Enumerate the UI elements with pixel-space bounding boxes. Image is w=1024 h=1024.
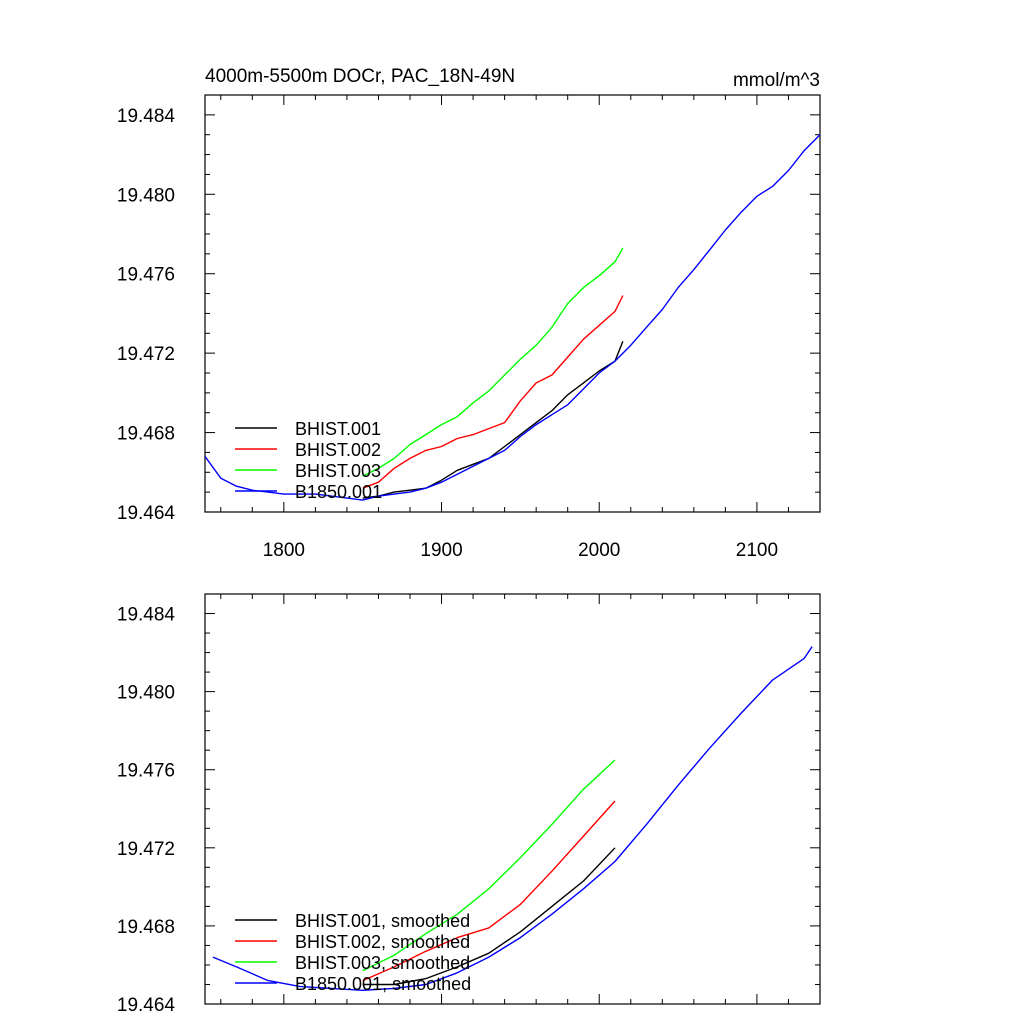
series-line-bhist-001 [362, 340, 624, 499]
series-line-b1850-001 [205, 134, 820, 501]
series-line-bhist-002 [362, 800, 616, 982]
y-tick-label: 19.464 [117, 503, 176, 524]
legend-label: B1850.001 [295, 482, 382, 502]
series-line-bhist-003 [362, 759, 616, 972]
y-tick-label: 19.472 [117, 839, 175, 860]
top-panel-title: 4000m-5500m DOCr, PAC_18N-49N [205, 66, 515, 87]
legend-label: BHIST.001, smoothed [295, 911, 470, 931]
legend-label: B1850.001, smoothed [295, 974, 471, 994]
y-tick-label: 19.480 [117, 185, 175, 206]
y-tick-label: 19.476 [117, 265, 175, 286]
legend-label: BHIST.002 [295, 440, 381, 460]
series-line-bhist-003 [362, 247, 624, 477]
y-tick-label: 19.468 [117, 424, 175, 445]
x-tick-label: 1800 [263, 540, 305, 561]
y-tick-label: 19.480 [117, 683, 175, 704]
legend-label: BHIST.001 [295, 419, 381, 439]
series-group [212, 646, 813, 991]
y-tick-label: 19.476 [117, 761, 175, 782]
series-line-b1850-001 [212, 646, 813, 991]
legend-label: BHIST.003 [295, 461, 381, 481]
top-panel: 4000m-5500m DOCr, PAC_18N-49N mmol/m^3 1… [117, 66, 821, 561]
x-tick-label: 2100 [736, 540, 778, 561]
legend-label: BHIST.003, smoothed [295, 953, 470, 973]
y-tick-label: 19.484 [117, 605, 176, 626]
y-tick-label: 19.464 [117, 995, 176, 1016]
legend-label: BHIST.002, smoothed [295, 932, 470, 952]
series-line-bhist-002 [362, 295, 624, 489]
x-tick-label: 1900 [420, 540, 462, 561]
bottom-panel: 19.464 19.468 19.472 19.476 19.480 19.484 BHIS… [117, 593, 821, 1016]
top-panel-units: mmol/m^3 [733, 70, 820, 91]
x-tick-label: 2000 [578, 540, 620, 561]
series-group [205, 134, 820, 501]
plot-frame [204, 593, 821, 1005]
y-tick-label: 19.484 [117, 106, 176, 127]
y-tick-label: 19.472 [117, 344, 175, 365]
series-line-bhist-001 [362, 847, 616, 986]
y-tick-label: 19.468 [117, 917, 175, 938]
plot-frame [204, 94, 821, 513]
